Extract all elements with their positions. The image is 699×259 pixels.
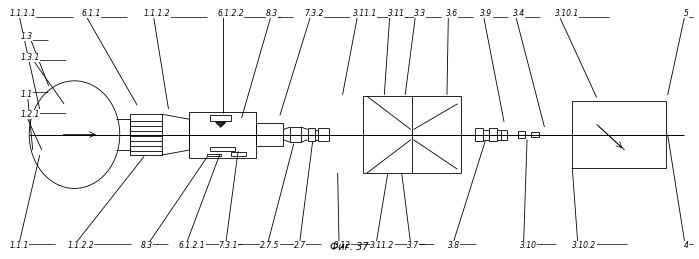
Text: 6.1.2.2: 6.1.2.2 <box>217 9 244 18</box>
Text: 8.3: 8.3 <box>266 9 278 18</box>
Text: 3.7: 3.7 <box>407 241 419 250</box>
Text: 3.12: 3.12 <box>334 241 351 250</box>
Text: 3.8: 3.8 <box>448 241 461 250</box>
Text: 3.10: 3.10 <box>520 241 537 250</box>
Text: 3.10.2: 3.10.2 <box>572 241 596 250</box>
Bar <box>207 154 221 156</box>
Text: 7.3.1: 7.3.1 <box>219 241 238 250</box>
Text: 1.1: 1.1 <box>21 90 33 99</box>
Bar <box>489 128 497 141</box>
Bar <box>318 128 329 141</box>
Text: 1.1.1: 1.1.1 <box>10 241 29 250</box>
Text: 4: 4 <box>684 241 689 250</box>
Bar <box>475 128 483 141</box>
Bar <box>308 128 315 141</box>
Bar <box>501 130 507 140</box>
Text: 3.11.2: 3.11.2 <box>370 241 395 250</box>
Text: 3.4: 3.4 <box>513 9 525 18</box>
Bar <box>189 112 256 158</box>
Bar <box>363 96 461 173</box>
Bar <box>572 101 666 168</box>
Text: 1.1.2.2: 1.1.2.2 <box>68 241 94 250</box>
Polygon shape <box>216 122 226 127</box>
Text: Фиг. 37: Фиг. 37 <box>330 242 369 253</box>
Text: 1.3.1: 1.3.1 <box>21 53 41 62</box>
Bar <box>130 114 161 155</box>
Text: 6.1.1: 6.1.1 <box>82 9 101 18</box>
Bar <box>290 127 301 142</box>
Bar <box>531 132 539 137</box>
Text: 3.10.1: 3.10.1 <box>555 9 579 18</box>
Text: 1.3: 1.3 <box>21 32 33 41</box>
Text: 7.3.2: 7.3.2 <box>304 9 324 18</box>
Text: 1.1.1.2: 1.1.1.2 <box>144 9 171 18</box>
Text: 3.11: 3.11 <box>388 9 405 18</box>
Text: 2.7.5: 2.7.5 <box>261 241 280 250</box>
Bar <box>210 147 235 151</box>
Text: 1.2.1: 1.2.1 <box>21 110 41 119</box>
Bar <box>518 131 525 139</box>
Text: 3.6: 3.6 <box>445 9 458 18</box>
Text: 3.9: 3.9 <box>480 9 493 18</box>
Text: 3.3: 3.3 <box>414 9 426 18</box>
Text: 3.11.1: 3.11.1 <box>353 9 377 18</box>
Text: 1.1.1.1: 1.1.1.1 <box>10 9 36 18</box>
Text: 6.1.2.1: 6.1.2.1 <box>179 241 206 250</box>
Text: 2.7: 2.7 <box>294 241 306 250</box>
Bar <box>231 152 247 156</box>
Text: 8.3: 8.3 <box>140 241 153 250</box>
Bar <box>256 123 283 146</box>
Text: 5: 5 <box>684 9 689 18</box>
Bar <box>210 116 231 120</box>
